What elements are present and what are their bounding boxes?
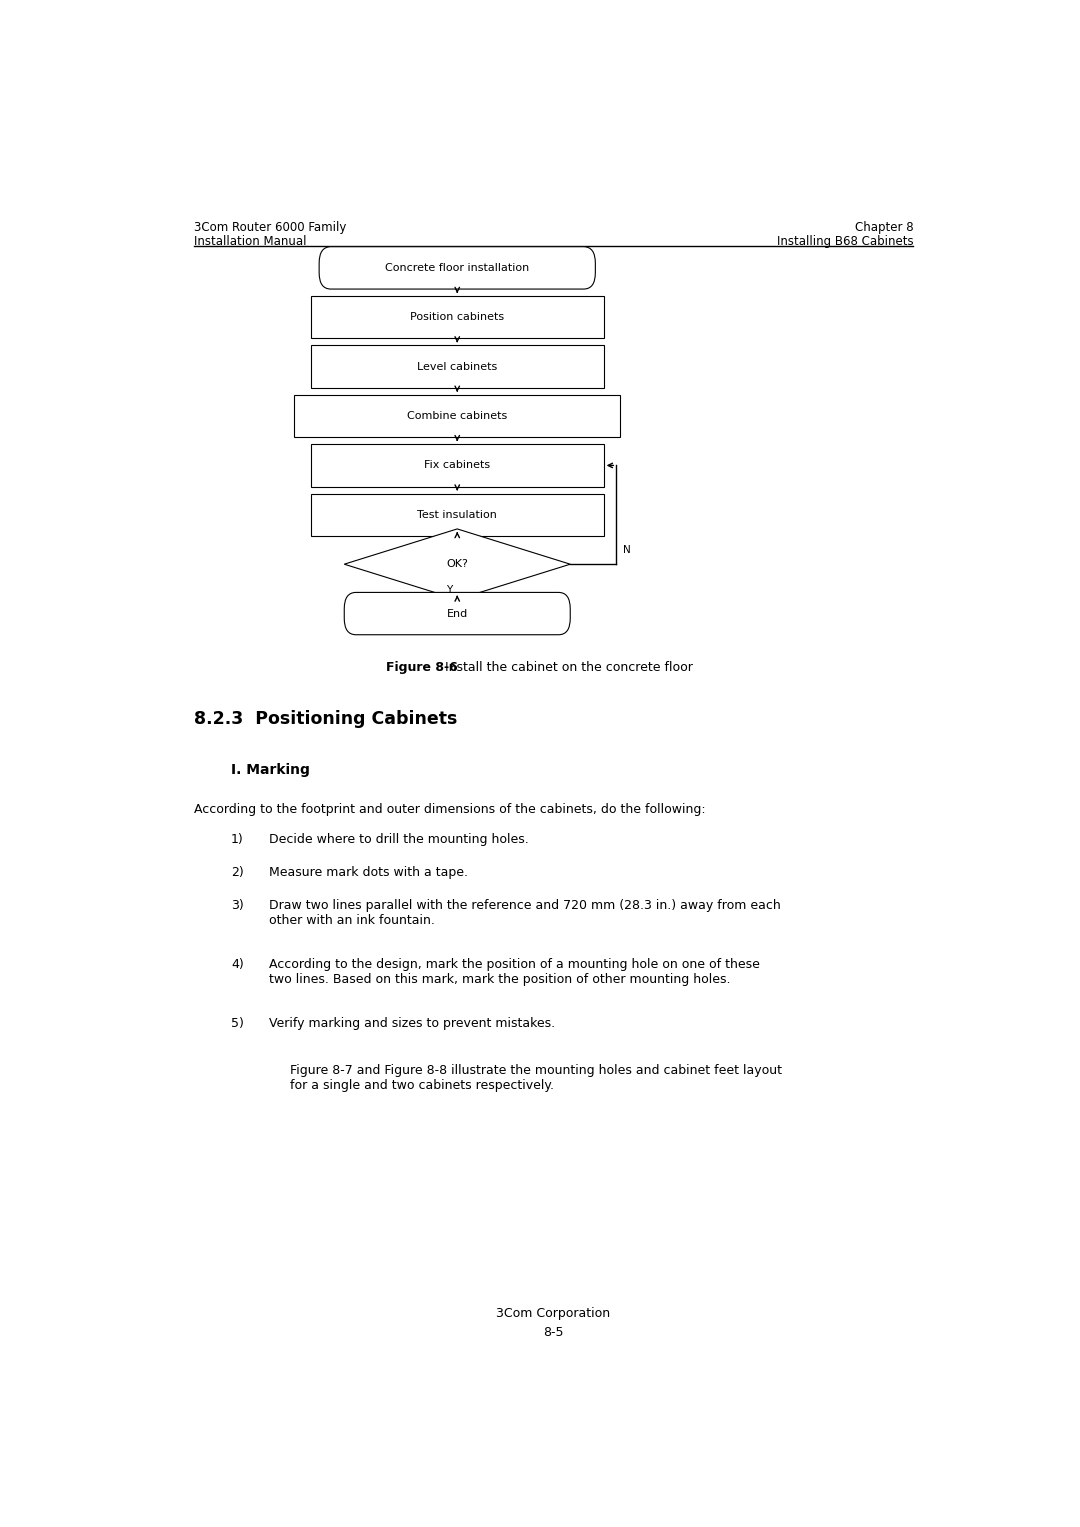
Text: 1): 1) — [231, 834, 244, 846]
Text: 8.2.3  Positioning Cabinets: 8.2.3 Positioning Cabinets — [193, 710, 457, 728]
Text: Level cabinets: Level cabinets — [417, 362, 498, 371]
Text: End: End — [447, 609, 468, 618]
Text: 4): 4) — [231, 957, 244, 971]
Text: Install the cabinet on the concrete floor: Install the cabinet on the concrete floo… — [442, 661, 693, 673]
Text: Verify marking and sizes to prevent mistakes.: Verify marking and sizes to prevent mist… — [269, 1017, 555, 1029]
Bar — [311, 444, 604, 487]
Text: According to the footprint and outer dimensions of the cabinets, do the followin: According to the footprint and outer dim… — [193, 803, 705, 815]
Text: Draw two lines parallel with the reference and 720 mm (28.3 in.) away from each
: Draw two lines parallel with the referen… — [269, 899, 781, 927]
Text: 5): 5) — [231, 1017, 244, 1029]
Text: OK?: OK? — [446, 559, 469, 570]
Polygon shape — [345, 528, 570, 600]
Text: 3Com Corporation: 3Com Corporation — [497, 1307, 610, 1321]
Text: Position cabinets: Position cabinets — [410, 313, 504, 322]
Text: Installing B68 Cabinets: Installing B68 Cabinets — [777, 235, 914, 247]
Text: Figure 8-6: Figure 8-6 — [387, 661, 458, 673]
Text: I. Marking: I. Marking — [231, 764, 310, 777]
Text: Concrete floor installation: Concrete floor installation — [386, 263, 529, 273]
Text: Chapter 8: Chapter 8 — [854, 221, 914, 234]
Text: According to the design, mark the position of a mounting hole on one of these
tw: According to the design, mark the positi… — [269, 957, 760, 986]
Text: Fix cabinets: Fix cabinets — [424, 461, 490, 470]
Text: Installation Manual: Installation Manual — [193, 235, 306, 247]
Bar — [311, 493, 604, 536]
Bar — [294, 395, 620, 437]
Text: Figure 8-7 and Figure 8-8 illustrate the mounting holes and cabinet feet layout
: Figure 8-7 and Figure 8-8 illustrate the… — [289, 1064, 782, 1092]
FancyBboxPatch shape — [345, 592, 570, 635]
FancyBboxPatch shape — [320, 247, 595, 289]
Text: Decide where to drill the mounting holes.: Decide where to drill the mounting holes… — [269, 834, 529, 846]
Text: Measure mark dots with a tape.: Measure mark dots with a tape. — [269, 866, 468, 880]
Text: Test insulation: Test insulation — [417, 510, 497, 519]
Bar — [311, 345, 604, 388]
Text: N: N — [623, 545, 631, 554]
Text: Combine cabinets: Combine cabinets — [407, 411, 508, 421]
Text: 2): 2) — [231, 866, 244, 880]
Bar — [311, 296, 604, 339]
Text: Y: Y — [446, 585, 453, 596]
Text: 8-5: 8-5 — [543, 1325, 564, 1339]
Text: 3): 3) — [231, 899, 244, 912]
Text: 3Com Router 6000 Family: 3Com Router 6000 Family — [193, 221, 346, 234]
